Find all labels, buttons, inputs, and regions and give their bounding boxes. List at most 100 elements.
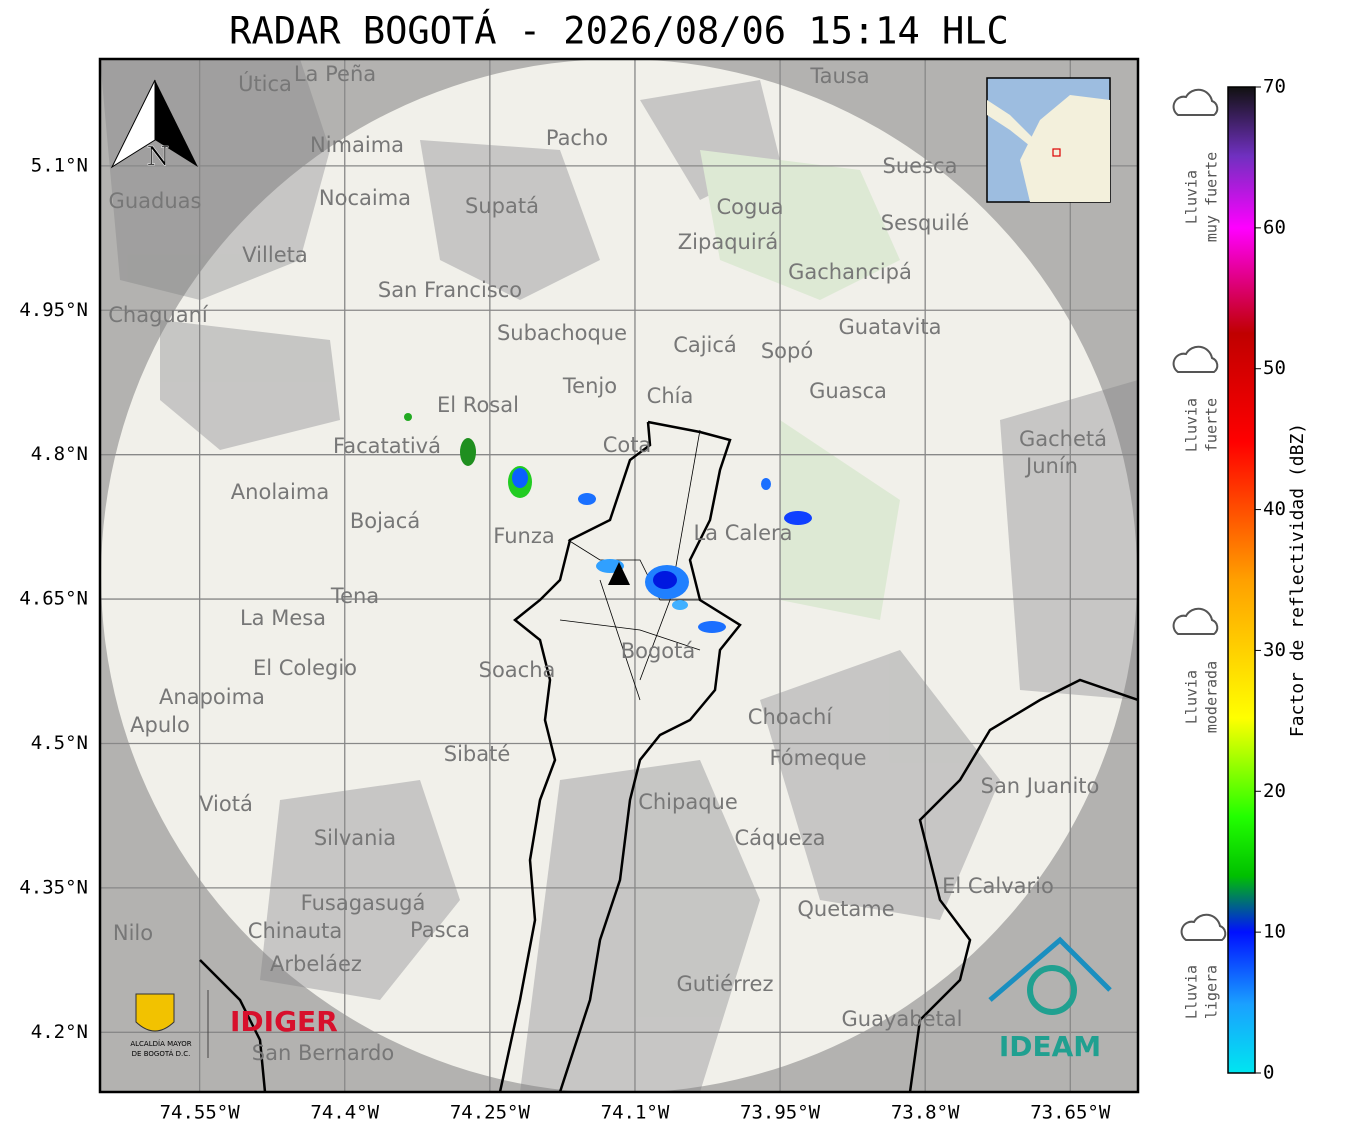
logo-alcaldia: ALCALDÍA MAYOR DE BOGOTÁ D.C. IDIGER <box>130 990 338 1058</box>
rain-category: Lluvia <box>1183 670 1201 724</box>
place-label: Pasca <box>410 918 470 942</box>
colorbar-tick-label: 40 <box>1263 498 1286 520</box>
place-label: Guayabetal <box>842 1007 963 1031</box>
place-label: San Juanito <box>981 774 1100 798</box>
lat-tick-label: 5.1°N <box>31 154 88 176</box>
colorbar-tick-label: 60 <box>1263 216 1286 238</box>
place-label: Cáqueza <box>735 826 826 850</box>
north-label: N <box>147 142 170 172</box>
colorbar-label: Factor de reflectividad (dBZ) <box>1287 423 1308 737</box>
map-frame <box>98 57 1140 1094</box>
radar-echoes <box>404 413 812 633</box>
place-label: Anapoima <box>159 685 265 709</box>
place-label: Chipaque <box>638 790 738 814</box>
radar-site <box>608 562 630 585</box>
place-label: Quetame <box>797 897 894 921</box>
north-arrow: N <box>110 79 198 172</box>
place-label: Nocaima <box>319 186 411 210</box>
place-label: Gutiérrez <box>677 972 774 996</box>
rain-category: muy fuerte <box>1203 152 1221 242</box>
place-label: Fómeque <box>769 746 866 770</box>
place-label: Arbeláez <box>270 952 362 976</box>
rain-icons <box>1172 88 1227 941</box>
place-label: Sesquilé <box>881 211 969 235</box>
place-label: Guaduas <box>109 189 202 213</box>
place-label: San Bernardo <box>252 1041 394 1065</box>
lon-tick-label: 74.25°W <box>450 1102 531 1124</box>
place-label: Chaguaní <box>108 303 209 327</box>
place-label: Tausa <box>809 64 869 88</box>
place-label: Tenjo <box>562 374 617 398</box>
colorbar-tick-label: 70 <box>1263 76 1286 98</box>
place-label: Supatá <box>465 194 539 218</box>
colorbar-tick-label: 20 <box>1263 780 1286 802</box>
rain-category: Lluvia <box>1183 398 1201 452</box>
rain-category: fuerte <box>1203 398 1221 452</box>
place-label: Bogotá <box>621 639 696 663</box>
place-label: Viotá <box>199 792 253 816</box>
lon-tick-label: 74.1°W <box>601 1102 670 1124</box>
colorbar-tick-label: 50 <box>1263 357 1286 379</box>
title: RADAR BOGOTÁ - 2026/08/06 15:14 HLC <box>229 9 1009 53</box>
lon-tick-label: 73.65°W <box>1030 1102 1111 1124</box>
place-label: Sibaté <box>444 742 511 766</box>
lat-tick-label: 4.35°N <box>19 876 88 898</box>
place-label: Fusagasugá <box>301 891 426 915</box>
place-label: Facatativá <box>333 434 441 458</box>
lat-tick-label: 4.95°N <box>19 299 88 321</box>
ideam-logo: IDEAM <box>999 1030 1101 1063</box>
place-label: Gachetá <box>1019 427 1107 451</box>
lat-tick-label: 4.8°N <box>31 443 88 465</box>
place-label: Junín <box>1024 454 1078 478</box>
place-label: La Calera <box>693 521 792 545</box>
place-label: Chía <box>647 384 694 408</box>
place-label: La Mesa <box>240 606 326 630</box>
place-label: Silvania <box>314 826 396 850</box>
place-label: San Francisco <box>378 278 522 302</box>
place-label: Bojacá <box>350 509 420 533</box>
place-label: Nilo <box>113 921 153 945</box>
place-label: Guatavita <box>839 315 942 339</box>
place-label: Chinauta <box>248 919 342 943</box>
idiger-logo: IDIGER <box>230 1005 338 1038</box>
place-label: Cogua <box>716 195 783 219</box>
lon-tick-label: 73.95°W <box>740 1102 821 1124</box>
rain-category: Lluvia <box>1183 170 1201 224</box>
place-label: Soacha <box>479 658 556 682</box>
rain-category: Lluvia <box>1183 965 1201 1019</box>
place-label: Choachí <box>748 705 834 729</box>
terrain <box>100 59 1138 1092</box>
place-label: Zipaquirá <box>678 230 778 254</box>
place-label: Anolaima <box>231 480 329 504</box>
vegetation <box>700 150 900 620</box>
lat-tick-label: 4.2°N <box>31 1021 88 1043</box>
place-label: El Calvario <box>942 874 1054 898</box>
lat-tick-label: 4.65°N <box>19 588 88 610</box>
place-label: Pacho <box>546 126 608 150</box>
place-label: Subachoque <box>497 321 627 345</box>
colorbar <box>1227 86 1256 1074</box>
lon-tick-label: 74.55°W <box>160 1102 241 1124</box>
place-label: Apulo <box>130 713 190 737</box>
rain-category: moderada <box>1203 661 1221 733</box>
place-label: Suesca <box>883 154 958 178</box>
place-label: Funza <box>493 524 554 548</box>
place-label: Nimaima <box>310 133 404 157</box>
alcaldia-text: DE BOGOTÁ D.C. <box>132 1049 191 1058</box>
place-label: Guasca <box>809 379 887 403</box>
place-label: La Peña <box>294 62 376 86</box>
localities <box>559 429 701 701</box>
lat-tick-label: 4.5°N <box>31 732 88 754</box>
alcaldia-text: ALCALDÍA MAYOR <box>130 1039 191 1048</box>
lon-tick-label: 74.4°W <box>310 1102 379 1124</box>
inset-map <box>986 77 1111 203</box>
rain-category: ligera <box>1203 965 1221 1019</box>
lon-tick-label: 73.8°W <box>891 1102 960 1124</box>
place-label: Villeta <box>242 243 307 267</box>
place-label: Útica <box>238 71 292 96</box>
colorbar-tick-label: 30 <box>1263 639 1286 661</box>
place-label: Tena <box>330 584 379 608</box>
colorbar-tick-label: 10 <box>1263 921 1286 943</box>
